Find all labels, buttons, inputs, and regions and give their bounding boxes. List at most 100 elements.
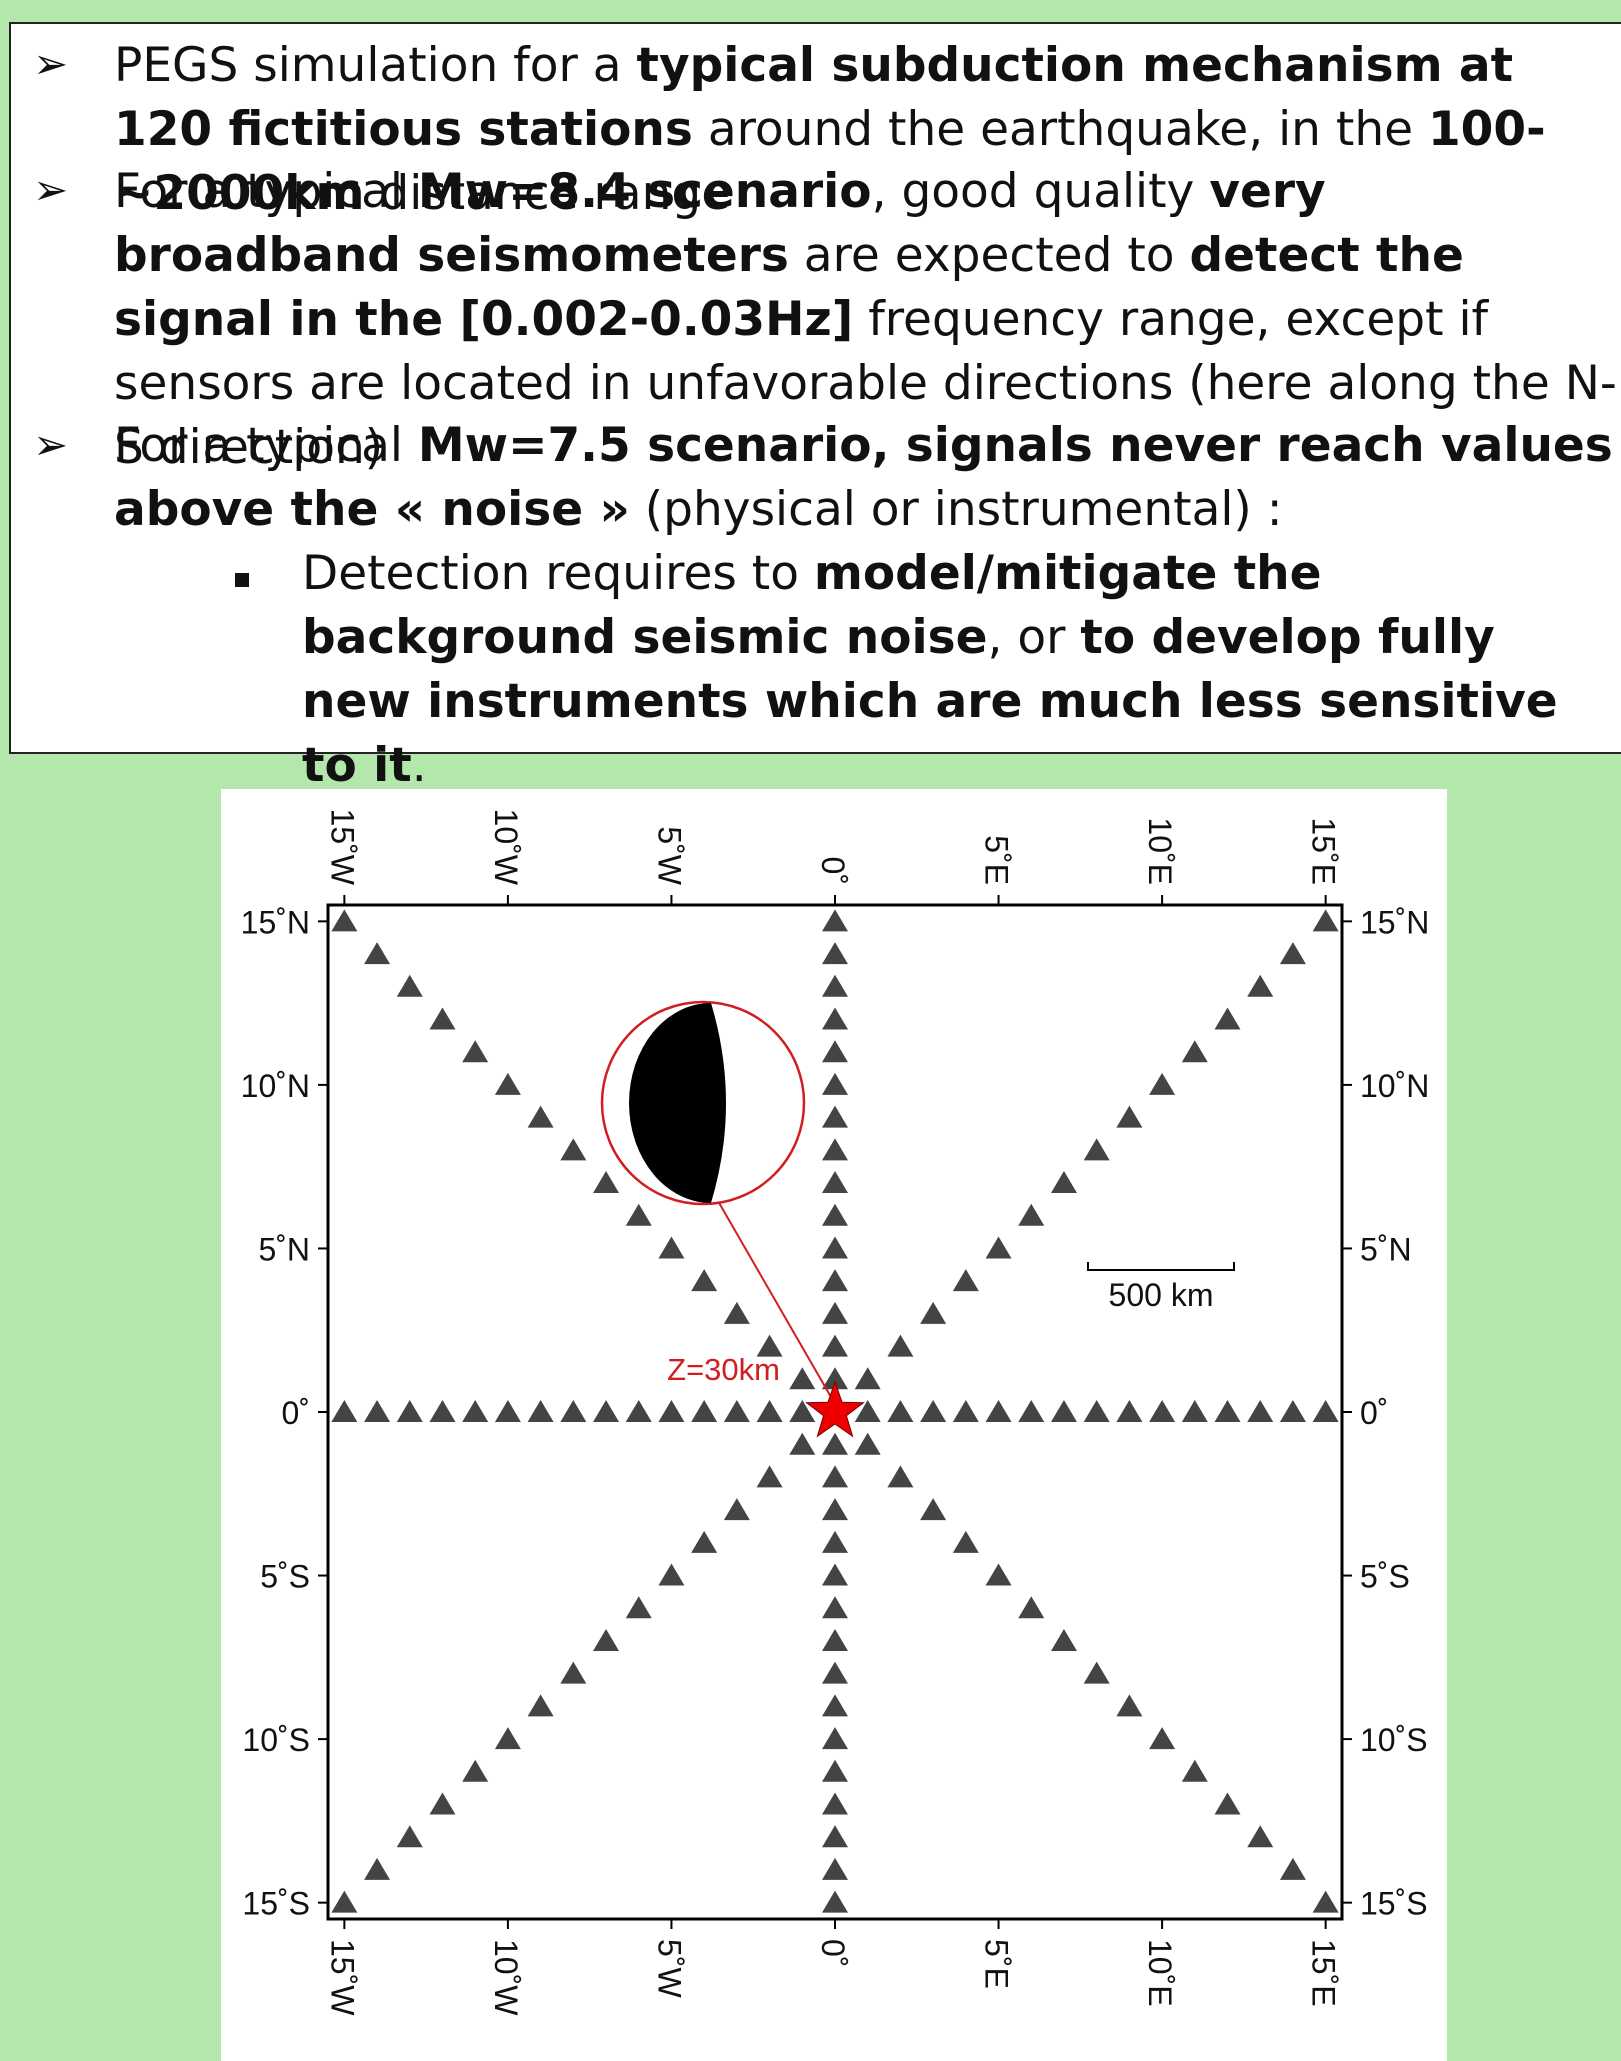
text-run: (physical or instrumental) : — [629, 482, 1283, 537]
station-triangle-icon — [822, 1269, 848, 1292]
epicenter-star-icon — [805, 1380, 865, 1438]
station-triangle-icon — [822, 942, 848, 965]
station-triangle-icon — [1050, 1400, 1077, 1422]
station-triangle-icon — [952, 1400, 979, 1422]
station-triangle-icon — [1149, 1727, 1176, 1750]
station-triangle-icon — [1018, 1596, 1045, 1619]
station-triangle-icon — [789, 1400, 816, 1422]
lon-tick-label-top: 10˚E — [1142, 817, 1178, 885]
station-triangle-icon — [527, 1105, 554, 1128]
station-triangle-icon — [822, 974, 848, 997]
lat-tick-label-right: 10˚S — [1360, 1722, 1428, 1758]
station-triangle-icon — [1116, 1694, 1143, 1717]
station-triangle-icon — [396, 974, 423, 997]
bold-run: model/mitigate the background seismic no… — [302, 546, 1322, 665]
station-triangle-icon — [364, 942, 391, 965]
station-triangle-icon — [822, 1203, 848, 1226]
lat-tick-label-left: 5˚S — [260, 1559, 310, 1595]
station-triangle-icon — [822, 1072, 848, 1095]
station-triangle-icon — [494, 1727, 521, 1750]
sub-bullet: Detection requires to model/mitigate the… — [302, 542, 1602, 798]
text-run: distance range — [364, 166, 731, 221]
station-triangle-icon — [1247, 1825, 1274, 1848]
station-triangle-icon — [1312, 909, 1339, 932]
bullet-2: For a typical Mw=8.4 scenario, good qual… — [114, 160, 1621, 480]
station-triangle-icon — [462, 1400, 489, 1422]
station-triangle-icon — [593, 1628, 620, 1651]
station-triangle-icon — [527, 1400, 554, 1422]
station-triangle-icon — [822, 1007, 848, 1030]
station-triangle-icon — [691, 1400, 718, 1422]
station-triangle-icon — [822, 1792, 848, 1815]
station-triangle-icon — [658, 1236, 685, 1259]
station-triangle-icon — [396, 1825, 423, 1848]
lat-tick-label-left: 5˚N — [258, 1231, 310, 1267]
station-triangle-icon — [822, 1530, 848, 1553]
lon-tick-label-top: 0˚ — [815, 857, 851, 885]
bullet-3: For a typical Mw=7.5 scenario, signals n… — [114, 414, 1621, 542]
bold-run: very broadband seismometers — [114, 164, 1326, 283]
station-triangle-icon — [822, 1301, 848, 1324]
station-triangle-icon — [822, 1563, 848, 1586]
station-triangle-icon — [1018, 1203, 1045, 1226]
station-triangle-icon — [625, 1596, 652, 1619]
station-triangle-icon — [560, 1400, 587, 1422]
lon-tick-label-bottom: 5˚E — [979, 1939, 1015, 1989]
station-triangle-icon — [723, 1400, 750, 1422]
station-triangle-icon — [429, 1007, 456, 1030]
station-triangle-icon — [920, 1301, 947, 1324]
lat-tick-label-left: 15˚N — [241, 904, 310, 940]
station-triangle-icon — [691, 1530, 718, 1553]
station-triangle-icon — [331, 909, 358, 932]
station-triangle-icon — [822, 1498, 848, 1521]
station-triangle-icon — [364, 1400, 391, 1422]
station-triangle-icon — [952, 1530, 979, 1553]
bold-run: detect the signal in the [0.002-0.03Hz] — [114, 228, 1464, 347]
station-triangle-icon — [1050, 1628, 1077, 1651]
station-triangle-icon — [920, 1400, 947, 1422]
station-triangle-icon — [1312, 1890, 1339, 1913]
station-triangle-icon — [822, 1432, 848, 1455]
text-run: For a typical — [114, 164, 418, 219]
station-triangle-icon — [985, 1236, 1012, 1259]
lat-tick-label-right: 15˚N — [1360, 904, 1429, 940]
station-triangle-icon — [822, 1596, 848, 1619]
lon-tick-label-bottom: 5˚W — [651, 1939, 687, 1998]
station-triangle-icon — [1083, 1138, 1110, 1161]
lon-tick-label-bottom: 0˚ — [815, 1939, 851, 1967]
station-triangle-icon — [331, 1400, 358, 1422]
station-triangle-icon — [920, 1498, 947, 1521]
station-triangle-icon — [593, 1171, 620, 1194]
map-figure: 15˚W 15˚W 10˚W 10˚W 5˚W 5˚W 0˚ 0˚ 5˚E 5˚E 10˚E 10˚E… — [241, 809, 1430, 2017]
station-triangle-icon — [854, 1367, 881, 1390]
lat-tick-label-left: 10˚S — [242, 1722, 310, 1758]
station-triangle-icon — [560, 1138, 587, 1161]
text-box: ➢ PEGS simulation for a typical subducti… — [9, 22, 1621, 793]
station-triangle-icon — [462, 1040, 489, 1063]
station-triangle-icon — [331, 1890, 358, 1913]
bold-run: 100-~2000km — [114, 102, 1546, 221]
station-triangle-icon — [1083, 1400, 1110, 1422]
station-triangle-icon — [854, 1432, 881, 1455]
bullet-1: PEGS simulation for a typical subduction… — [114, 34, 1621, 226]
lat-tick-label-left: 0˚ — [282, 1395, 310, 1431]
lon-tick-label-bottom: 15˚E — [1306, 1939, 1342, 2007]
scale-bar-label: 500 km — [1109, 1277, 1214, 1313]
station-triangle-icon — [822, 1661, 848, 1684]
text-run: frequency range, except if sensors are l… — [114, 292, 1617, 475]
text-run: For a typical — [114, 418, 418, 473]
station-triangle-icon — [1149, 1400, 1176, 1422]
bold-run: typical subduction mechanism at 120 fict… — [114, 38, 1514, 157]
station-triangle-icon — [625, 1203, 652, 1226]
station-triangle-icon — [691, 1269, 718, 1292]
station-triangle-icon — [887, 1334, 914, 1357]
text-run: , good quality — [871, 164, 1210, 219]
station-triangle-icon — [822, 1825, 848, 1848]
arrow-bullet-icon: ➢ — [33, 39, 69, 88]
station-triangle-icon — [1214, 1400, 1241, 1422]
station-triangle-icon — [364, 1857, 391, 1880]
lat-tick-label-left: 10˚N — [241, 1068, 310, 1104]
station-triangle-icon — [985, 1400, 1012, 1422]
station-triangle-icon — [822, 1367, 848, 1390]
station-triangle-icon — [887, 1400, 914, 1422]
